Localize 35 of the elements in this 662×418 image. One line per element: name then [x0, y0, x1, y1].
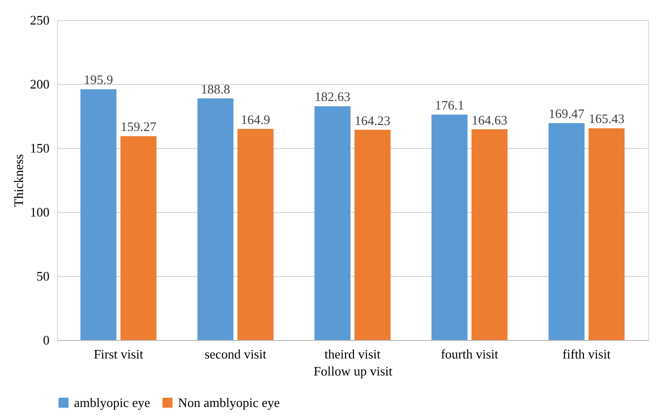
bar — [588, 128, 625, 340]
x-tick-label: theird visit — [324, 346, 381, 362]
bar — [314, 106, 350, 340]
bar — [548, 123, 585, 340]
data-label: 164.9 — [240, 112, 270, 127]
data-label: 159.27 — [120, 119, 157, 134]
bar — [354, 130, 391, 340]
bar — [472, 129, 508, 340]
data-label: 165.43 — [588, 111, 624, 126]
data-label: 182.63 — [314, 89, 350, 104]
bar — [120, 136, 156, 340]
data-label: 169.47 — [548, 106, 585, 122]
y-axis-title: Thickness — [11, 154, 26, 207]
y-tick-label: 0 — [43, 332, 50, 348]
bar — [431, 114, 468, 340]
data-label: 176.1 — [434, 98, 464, 113]
y-tick-label: 50 — [36, 268, 50, 284]
data-label: 164.23 — [354, 112, 390, 128]
x-tick-label: fifth visit — [562, 346, 611, 362]
y-tick-label: 250 — [30, 12, 50, 28]
x-axis-title: Follow up visit — [314, 364, 393, 378]
x-tick-label: fourth visit — [440, 346, 499, 362]
x-tick-label: second visit — [204, 346, 267, 362]
y-tick-label: 100 — [30, 204, 50, 220]
y-tick-label: 150 — [30, 140, 50, 156]
y-tick-label: 200 — [30, 76, 50, 92]
data-label: 195.9 — [84, 72, 114, 88]
legend-label: Non amblyopic eye — [178, 394, 280, 410]
bar — [197, 98, 234, 340]
legend-label: amblyopic eye — [74, 394, 150, 410]
data-label: 188.8 — [200, 81, 230, 96]
bar — [80, 89, 116, 340]
x-tick-label: First visit — [94, 346, 144, 362]
data-label: 164.63 — [472, 112, 508, 128]
bar — [237, 128, 274, 340]
